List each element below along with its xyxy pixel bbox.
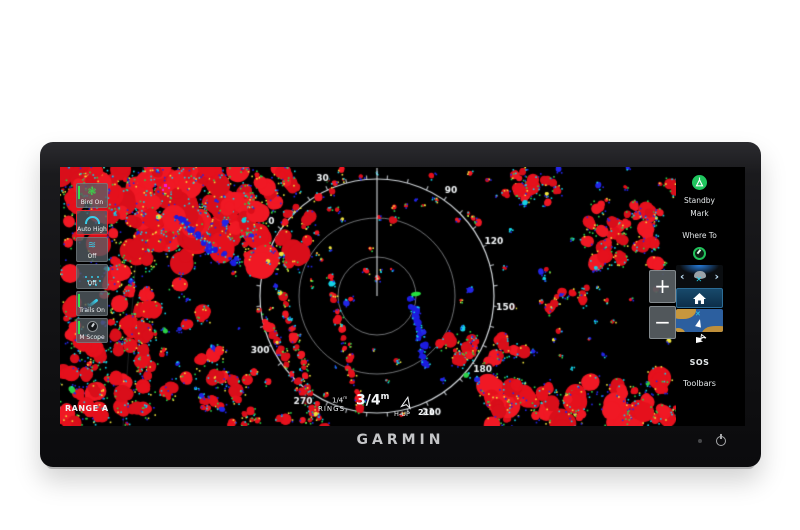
radar-standby-icon xyxy=(692,175,707,190)
chartplotter-device: ❃ Bird On Auto High ≋ Off Off Trails On xyxy=(40,142,761,467)
control-label: Auto High xyxy=(77,226,107,233)
radar-control-rain-filter[interactable]: Off xyxy=(76,264,108,289)
trails-icon xyxy=(77,293,107,309)
adjust-dial-button[interactable] xyxy=(676,245,723,264)
radar-control-trails[interactable]: Trails On xyxy=(76,291,108,316)
land-shape xyxy=(702,326,723,332)
on-indicator xyxy=(78,186,80,199)
power-icon xyxy=(716,433,726,446)
heading-value: 210 xyxy=(418,408,435,417)
chart-preview-tile[interactable]: ✕ xyxy=(676,309,723,332)
chevron-right-icon[interactable]: › xyxy=(714,269,719,283)
range-value: 3/4m xyxy=(356,391,390,409)
range-a-label: RANGE A xyxy=(65,404,109,413)
mark-button[interactable]: Mark xyxy=(690,209,709,218)
waypoint-x-icon: ✕ xyxy=(695,310,701,318)
control-label: Trails On xyxy=(79,307,105,314)
boat-radar-icon xyxy=(693,270,706,284)
home-button[interactable] xyxy=(676,288,723,308)
zoom-out-button[interactable]: − xyxy=(649,306,676,339)
sea-waves-icon: ≋ xyxy=(87,240,97,251)
where-to-button[interactable]: Where To xyxy=(682,231,717,240)
rain-drops-icon xyxy=(77,266,107,280)
gauge-icon xyxy=(693,247,706,260)
land-shape xyxy=(676,328,685,332)
radar-control-gain[interactable]: Auto High xyxy=(76,210,108,235)
garmin-logo: GARMIN xyxy=(356,432,445,448)
orientation-label: H-UP xyxy=(394,410,410,418)
distress-flag-button[interactable] xyxy=(676,333,723,353)
rings-value: 1/4m xyxy=(332,395,348,405)
radar-app-switcher[interactable]: ‹ › xyxy=(676,265,723,288)
control-label: M Scope xyxy=(79,334,105,341)
radar-control-bird[interactable]: ❃ Bird On xyxy=(76,183,108,208)
land-shape xyxy=(676,309,696,319)
rings-label: RINGS xyxy=(318,405,346,413)
radar-control-mscope[interactable]: M Scope xyxy=(76,318,108,343)
gain-arc-icon xyxy=(77,212,107,226)
toolbars-button[interactable]: Toolbars xyxy=(683,379,716,388)
zoom-in-button[interactable]: + xyxy=(649,270,676,303)
control-label: Bird On xyxy=(80,199,104,206)
control-label: Off xyxy=(87,253,97,260)
on-indicator xyxy=(78,321,80,334)
radar-control-sea-filter[interactable]: ≋ Off xyxy=(76,237,108,262)
control-label: Off xyxy=(87,280,97,287)
mscope-knob-icon xyxy=(77,320,107,334)
heading-arrow-icon xyxy=(398,393,415,414)
radar-screen: ❃ Bird On Auto High ≋ Off Off Trails On xyxy=(60,167,745,426)
right-menu: Standby Mark Where To ‹ › xyxy=(676,167,745,426)
standby-label: Standby xyxy=(683,196,715,205)
sos-flag-icon xyxy=(695,333,706,347)
chevron-left-icon[interactable]: ‹ xyxy=(680,269,685,283)
bird-icon: ❃ xyxy=(87,185,97,198)
radar-canvas[interactable] xyxy=(60,167,676,426)
on-indicator xyxy=(78,294,80,307)
home-icon xyxy=(693,292,706,304)
own-ship-icon xyxy=(695,318,703,328)
status-led xyxy=(698,439,702,443)
sos-button[interactable]: SOS xyxy=(689,358,710,367)
power-button[interactable] xyxy=(714,432,730,448)
standby-button[interactable]: Standby xyxy=(676,175,723,205)
